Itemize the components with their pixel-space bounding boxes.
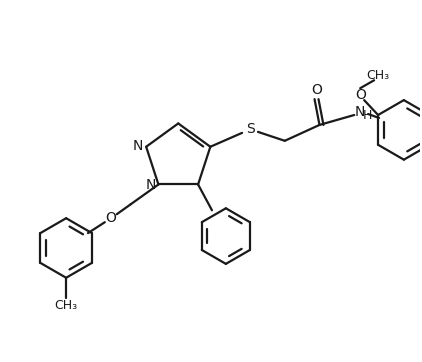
Text: S: S <box>246 122 254 136</box>
Text: O: O <box>311 83 322 97</box>
Text: CH₃: CH₃ <box>366 69 390 82</box>
Text: N: N <box>133 139 143 153</box>
Text: N: N <box>355 105 365 119</box>
Text: CH₃: CH₃ <box>54 299 78 312</box>
Text: H: H <box>362 109 372 122</box>
Text: O: O <box>355 88 365 102</box>
Text: O: O <box>106 211 116 225</box>
Text: N: N <box>145 178 156 193</box>
